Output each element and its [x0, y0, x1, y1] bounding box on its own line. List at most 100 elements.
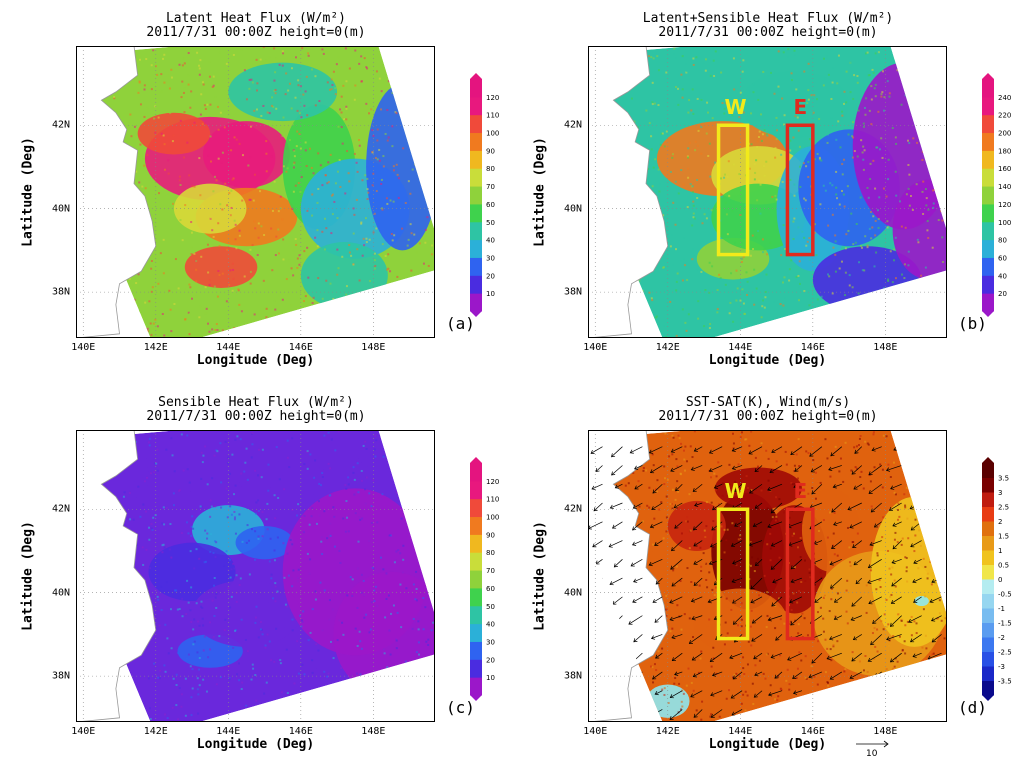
field-speckle	[378, 159, 381, 162]
colorbar-tick-label: 70	[486, 183, 495, 191]
field-speckle	[893, 665, 896, 668]
field-speckle	[374, 311, 377, 314]
field-speckle	[227, 665, 230, 668]
field-speckle	[233, 516, 236, 519]
field-speckle	[739, 436, 742, 439]
field-speckle	[887, 178, 890, 181]
field-speckle	[220, 481, 223, 484]
field-speckle	[828, 545, 831, 548]
field-speckle	[900, 619, 903, 622]
field-speckle	[160, 90, 163, 93]
wind-vector	[613, 559, 623, 568]
field-speckle	[834, 234, 837, 237]
field-speckle	[230, 568, 233, 571]
field-speckle	[684, 469, 687, 472]
field-speckle	[236, 435, 239, 438]
panel-label: (d)	[958, 698, 987, 717]
field-speckle	[659, 143, 662, 146]
field-speckle	[862, 669, 865, 672]
field-speckle	[245, 704, 248, 707]
field-speckle	[400, 517, 403, 520]
field-speckle	[885, 435, 888, 438]
field-speckle	[925, 156, 928, 159]
field-speckle	[327, 161, 330, 164]
field-speckle	[394, 82, 397, 85]
field-speckle	[652, 549, 655, 552]
field-speckle	[291, 123, 294, 126]
field-speckle	[665, 594, 668, 597]
field-speckle	[904, 710, 907, 713]
field-speckle	[858, 437, 861, 440]
field-speckle	[862, 122, 865, 125]
field-speckle	[187, 532, 190, 535]
field-speckle	[653, 663, 656, 666]
field-speckle	[792, 136, 795, 139]
field-speckle	[309, 453, 312, 456]
field-speckle	[943, 637, 946, 640]
field-speckle	[887, 644, 890, 647]
field-speckle	[426, 688, 429, 691]
field-speckle	[794, 115, 797, 118]
field-speckle	[329, 721, 332, 722]
field-speckle	[212, 84, 215, 87]
field-speckle	[372, 231, 375, 234]
field-speckle	[368, 279, 371, 282]
field-speckle	[807, 710, 810, 713]
field-speckle	[814, 497, 817, 500]
field-speckle	[190, 714, 193, 717]
x-tick-label: 142E	[655, 342, 680, 353]
field-speckle	[803, 197, 806, 200]
field-speckle	[756, 699, 759, 702]
field-speckle	[290, 230, 293, 233]
field-speckle	[178, 608, 181, 611]
wind-vector	[751, 615, 763, 624]
field-speckle	[922, 557, 925, 560]
field-speckle	[328, 599, 331, 602]
field-speckle	[816, 674, 819, 677]
field-speckle	[151, 528, 154, 531]
field-speckle	[856, 75, 859, 78]
field-speckle	[711, 588, 714, 591]
field-speckle	[301, 620, 304, 623]
field-speckle	[204, 286, 207, 289]
field-speckle	[780, 320, 783, 323]
field-speckle	[413, 620, 416, 623]
field-speckle	[927, 459, 930, 462]
colorbar-tick-label: -2.5	[998, 649, 1012, 657]
field-speckle	[700, 570, 703, 573]
field-speckle	[288, 139, 291, 142]
field-speckle	[700, 718, 703, 721]
wind-vector	[751, 709, 763, 716]
wind-vector	[634, 483, 643, 490]
wind-vector	[632, 671, 643, 678]
field-speckle	[696, 178, 699, 181]
field-speckle	[797, 623, 800, 626]
field-speckle	[386, 716, 389, 719]
x-tick-label: 148E	[361, 726, 386, 737]
field-speckle	[353, 316, 356, 319]
wind-vector	[708, 465, 723, 473]
field-speckle	[134, 705, 137, 708]
field-speckle	[374, 434, 377, 437]
field-speckle	[831, 292, 834, 295]
wind-vector	[774, 709, 783, 715]
field-speckle	[172, 677, 175, 680]
field-speckle	[832, 644, 835, 647]
field-speckle	[143, 84, 146, 87]
field-speckle	[236, 634, 239, 637]
field-speckle	[883, 287, 886, 290]
field-speckle	[870, 319, 873, 322]
field-speckle	[642, 469, 645, 472]
colorbar-segment	[982, 651, 994, 667]
map-plot	[588, 430, 947, 722]
field-speckle	[920, 75, 923, 78]
field-speckle	[209, 103, 212, 106]
field-speckle	[137, 309, 140, 312]
field-speckle	[686, 206, 689, 209]
field-speckle	[281, 50, 284, 53]
field-speckle	[407, 696, 410, 699]
field-speckle	[282, 238, 285, 241]
field-speckle	[323, 510, 326, 513]
field-speckle	[212, 552, 215, 555]
field-speckle	[195, 280, 198, 283]
